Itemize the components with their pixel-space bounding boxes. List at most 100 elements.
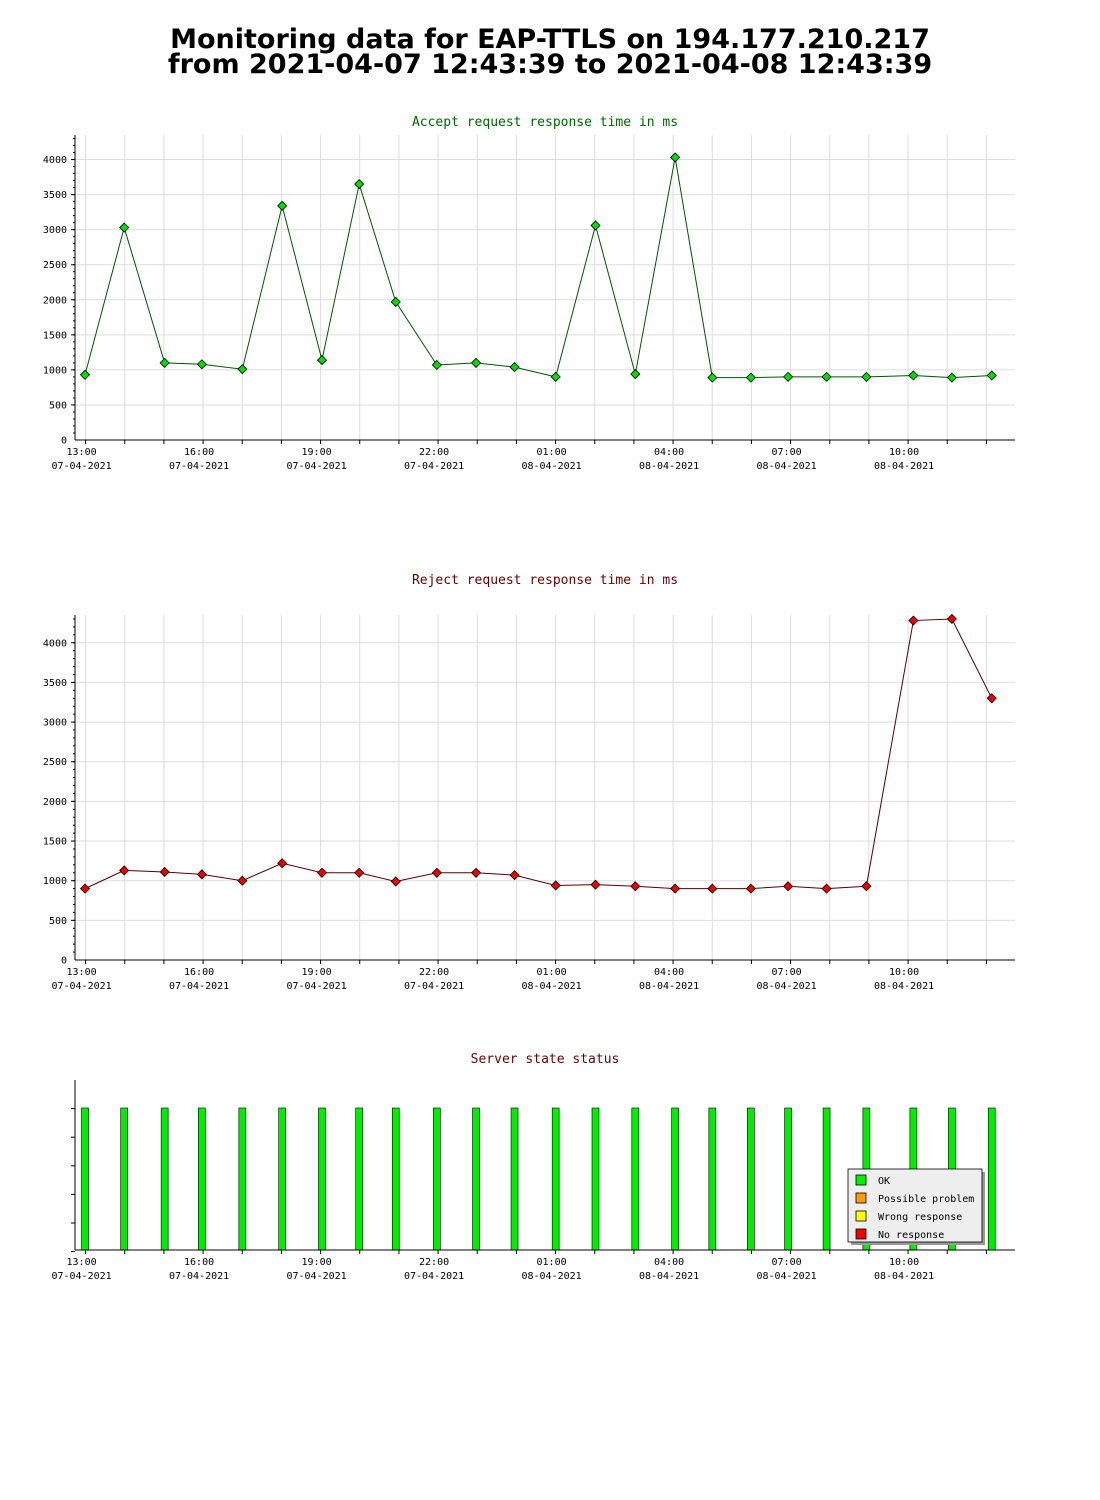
x-tick-date: 08-04-2021: [521, 1271, 581, 1282]
y-tick-label: 0: [61, 436, 67, 447]
data-point: [670, 152, 681, 163]
data-point: [782, 371, 794, 382]
x-tick-time: 10:00: [889, 1257, 919, 1268]
y-tick-label: 3000: [43, 718, 67, 729]
data-point: [630, 881, 641, 892]
status-bar: [987, 1107, 996, 1251]
legend-swatch: [855, 1228, 867, 1240]
x-tick-date: 07-04-2021: [169, 461, 229, 472]
x-tick-date: 08-04-2021: [639, 461, 699, 472]
x-tick-date: 08-04-2021: [639, 981, 699, 992]
x-tick-time: 16:00: [184, 967, 214, 978]
chart-title: Accept request response time in ms: [412, 115, 678, 130]
plot-area: [75, 615, 1015, 960]
x-tick-time: 01:00: [537, 1257, 567, 1268]
data-point: [550, 371, 561, 382]
y-tick-label: 2000: [43, 797, 67, 808]
status-bar: [671, 1107, 679, 1251]
data-point: [590, 220, 601, 231]
data-point: [196, 359, 207, 370]
data-point: [431, 359, 442, 371]
y-tick-label: 1500: [43, 837, 67, 848]
data-point: [159, 866, 170, 878]
data-point: [470, 357, 482, 368]
x-tick-date: 08-04-2021: [756, 461, 816, 472]
x-tick-date: 08-04-2021: [874, 461, 934, 472]
data-point: [277, 200, 288, 211]
status-bar: [747, 1107, 755, 1251]
x-tick-time: 16:00: [184, 1257, 214, 1268]
x-tick-time: 04:00: [654, 967, 684, 978]
y-tick-label: 1500: [43, 330, 67, 341]
data-point: [237, 875, 248, 886]
x-tick-time: 04:00: [654, 447, 684, 458]
x-tick-date: 07-04-2021: [404, 1271, 464, 1282]
x-tick-time: 13:00: [67, 447, 97, 458]
status-bar: [238, 1107, 247, 1251]
data-point: [390, 876, 401, 887]
legend-label: OK: [878, 1176, 890, 1187]
x-tick-time: 07:00: [772, 967, 802, 978]
page-title-line1: Monitoring data for EAP-TTLS on 194.177.…: [170, 24, 930, 55]
x-tick-time: 13:00: [67, 967, 97, 978]
x-tick-time: 07:00: [772, 1257, 802, 1268]
data-point: [707, 883, 718, 894]
data-point: [79, 883, 91, 894]
status-bar: [472, 1107, 480, 1251]
data-point: [986, 370, 997, 381]
series-line: [84, 618, 993, 890]
x-tick-date: 07-04-2021: [286, 981, 346, 992]
status-bar: [433, 1107, 441, 1251]
chart-title: Reject request response time in ms: [412, 573, 678, 588]
legend-label: Wrong response: [878, 1212, 962, 1223]
x-tick-time: 10:00: [889, 967, 919, 978]
data-point: [509, 870, 520, 881]
x-tick-time: 01:00: [537, 967, 567, 978]
data-point: [237, 364, 248, 375]
chart-title: Server state status: [471, 1052, 620, 1067]
y-tick-label: 4000: [43, 155, 67, 166]
y-tick-label: 2500: [43, 757, 67, 768]
x-tick-time: 01:00: [537, 447, 567, 458]
data-point: [196, 869, 207, 880]
x-tick-date: 07-04-2021: [51, 461, 111, 472]
x-tick-time: 22:00: [419, 1257, 449, 1268]
data-point: [390, 296, 401, 307]
x-tick-date: 07-04-2021: [169, 1271, 229, 1282]
x-tick-date: 07-04-2021: [51, 1271, 111, 1282]
x-tick-time: 19:00: [302, 447, 332, 458]
x-tick-time: 16:00: [184, 447, 214, 458]
x-tick-time: 10:00: [889, 447, 919, 458]
status-bar: [591, 1107, 600, 1251]
y-tick-label: 1000: [43, 876, 67, 887]
status-bar: [81, 1107, 89, 1251]
y-tick-label: 3000: [43, 225, 67, 236]
data-point: [316, 867, 328, 878]
data-point: [431, 867, 442, 878]
data-point: [908, 615, 919, 626]
x-tick-time: 13:00: [67, 1257, 97, 1268]
data-point: [119, 865, 130, 876]
legend-swatch: [855, 1192, 867, 1204]
status-bar: [120, 1107, 128, 1251]
data-point: [316, 355, 328, 366]
status-bar: [510, 1107, 519, 1251]
legend-box: [847, 1168, 983, 1243]
legend-swatch: [855, 1174, 867, 1186]
status-bar: [198, 1107, 206, 1251]
data-point: [354, 179, 365, 190]
status-bar: [822, 1107, 831, 1251]
data-point: [79, 369, 91, 380]
legend-label: No response: [878, 1230, 944, 1241]
data-point: [590, 879, 601, 890]
x-tick-date: 08-04-2021: [874, 1271, 934, 1282]
x-tick-date: 07-04-2021: [286, 461, 346, 472]
x-tick-date: 08-04-2021: [756, 1271, 816, 1282]
x-tick-date: 08-04-2021: [521, 981, 581, 992]
x-tick-time: 07:00: [772, 447, 802, 458]
status-bar: [708, 1107, 717, 1251]
data-point: [782, 881, 794, 892]
status-bar: [160, 1107, 169, 1251]
legend-swatch: [855, 1210, 867, 1222]
data-point: [861, 371, 872, 382]
